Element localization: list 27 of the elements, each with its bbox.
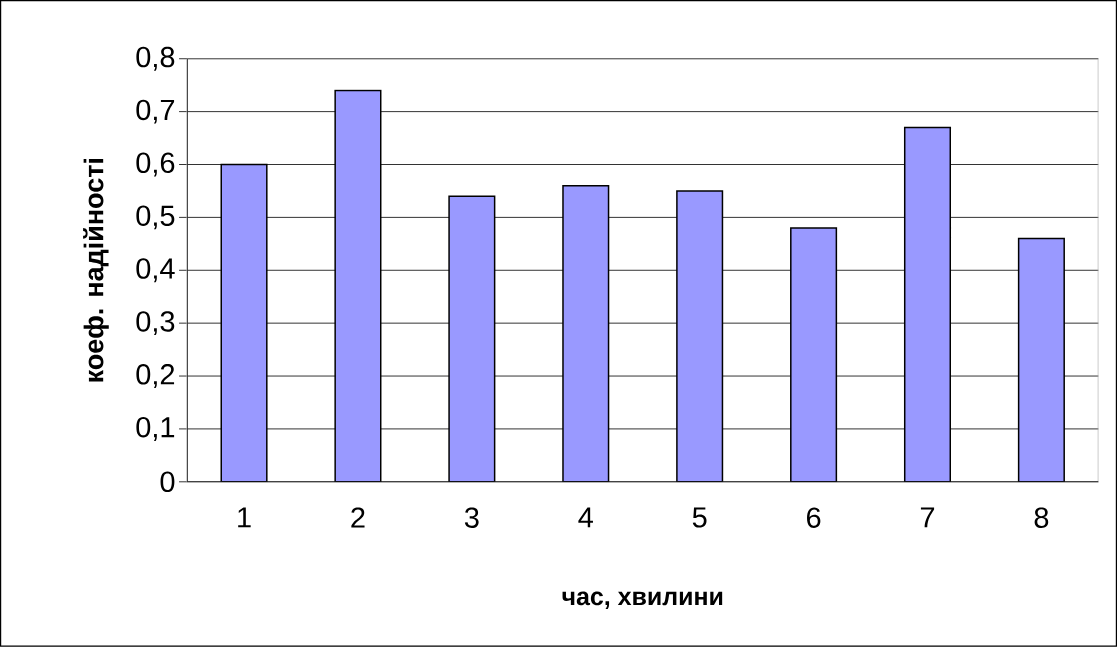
x-tick-label: 6 <box>807 507 821 528</box>
y-tick-label: 0,4 <box>136 258 175 283</box>
x-tick-label: 4 <box>578 507 593 528</box>
y-tick-label: 0,3 <box>136 311 175 336</box>
bar <box>220 163 268 482</box>
y-tick-label: 0,6 <box>136 152 175 177</box>
bar <box>790 227 838 482</box>
x-tick-label: 3 <box>464 507 479 528</box>
bar <box>334 89 382 482</box>
x-tick-label: 2 <box>351 507 365 528</box>
x-tick-label: 8 <box>1034 507 1049 528</box>
bar <box>562 185 610 482</box>
bar <box>676 190 724 482</box>
x-tick-label: 7 <box>920 507 935 528</box>
y-tick-label: 0,8 <box>136 46 175 71</box>
y-axis-title: коеф. надійності <box>83 159 109 382</box>
y-tick-label: 0,2 <box>136 364 175 389</box>
bar <box>903 126 952 482</box>
x-tick-label: 1 <box>238 507 251 528</box>
bar <box>448 195 496 482</box>
x-axis-title: час, хвилини <box>562 591 723 609</box>
x-tick-label: 5 <box>692 507 707 528</box>
y-tick-label: 0 <box>160 471 175 493</box>
y-tick-label: 0,7 <box>136 99 175 124</box>
y-tick-label: 0,5 <box>136 205 175 230</box>
bar <box>1017 237 1065 482</box>
y-tick-label: 0,1 <box>136 417 175 441</box>
